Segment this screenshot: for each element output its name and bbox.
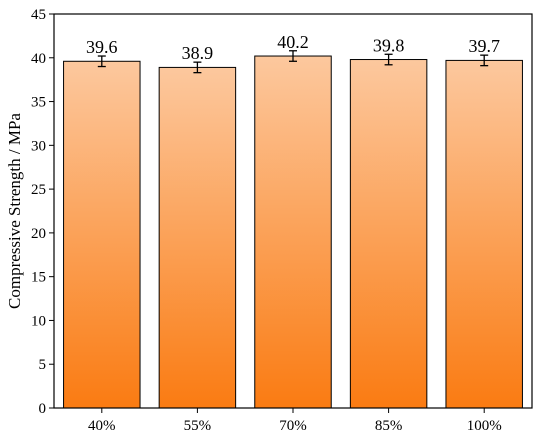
x-tick-label: 85% <box>375 418 403 434</box>
bar-55pct <box>158 66 237 409</box>
data-labels-group: 39.6 38.9 40.2 39.8 39.7 <box>86 32 500 63</box>
y-tick-label: 40 <box>31 51 46 67</box>
error-bar <box>193 61 202 74</box>
bar-85pct <box>349 59 428 409</box>
data-label: 39.6 <box>86 37 118 57</box>
error-bar <box>384 53 393 66</box>
y-axis: 0 5 10 15 20 25 30 35 40 45 <box>31 7 54 417</box>
data-label: 38.9 <box>182 43 214 63</box>
y-tick-label: 10 <box>31 313 46 329</box>
data-label: 39.7 <box>468 36 500 56</box>
x-tick-label: 70% <box>279 418 307 434</box>
y-tick-label: 25 <box>31 182 46 198</box>
bar-70pct <box>254 55 332 409</box>
error-bar <box>480 54 489 67</box>
y-tick-label: 5 <box>39 357 47 373</box>
y-tick-label: 45 <box>31 7 46 23</box>
error-bar <box>289 50 297 62</box>
bars-group <box>63 55 523 409</box>
error-bar <box>97 55 106 68</box>
data-label: 40.2 <box>277 32 309 52</box>
error-bars-group <box>97 50 489 74</box>
y-tick-label: 20 <box>31 226 46 242</box>
x-tick-label: 40% <box>88 418 116 434</box>
y-tick-label: 30 <box>31 138 46 154</box>
x-tick-label: 100% <box>467 418 502 434</box>
y-tick-label: 35 <box>31 95 46 111</box>
bar-40pct <box>63 60 141 409</box>
x-axis: 40% 55% 70% 85% 100% <box>88 408 502 434</box>
bar-100pct <box>445 59 523 409</box>
data-label: 39.8 <box>373 35 405 55</box>
x-tick-label: 55% <box>184 418 212 434</box>
y-tick-label: 0 <box>39 401 47 417</box>
y-axis-title: Compressive Strength / MPa <box>5 113 24 309</box>
y-tick-label: 15 <box>31 270 46 286</box>
